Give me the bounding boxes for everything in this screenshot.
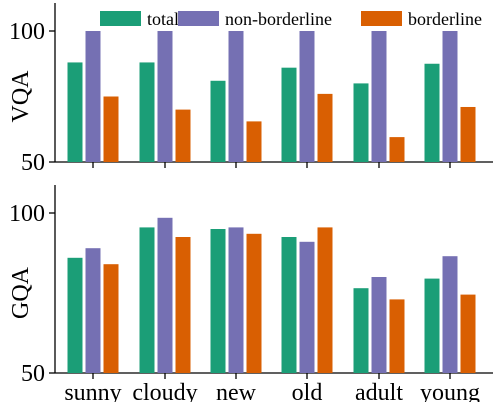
x-tick-label-cloudy: cloudy: [132, 380, 197, 402]
bar-total-old: [281, 67, 297, 162]
bar-borderline-new: [246, 233, 262, 373]
gqa-panel: 50 100 GQA sunny cloudy new old adult young: [8, 185, 493, 402]
bar-total-new: [210, 229, 226, 373]
bar-non-borderline-young: [442, 256, 458, 373]
bar-non-borderline-young: [442, 31, 458, 162]
y-tick-label: 100: [9, 19, 45, 45]
bar-borderline-cloudy: [175, 237, 191, 373]
bar-total-sunny: [67, 62, 83, 162]
bar-total-new: [210, 80, 226, 162]
bar-non-borderline-new: [228, 31, 244, 162]
y-axis-label: GQA: [8, 266, 34, 319]
bar-total-sunny: [67, 257, 83, 373]
x-tick-label-new: new: [216, 380, 257, 402]
bar-total-young: [424, 278, 440, 373]
bar-non-borderline-cloudy: [157, 31, 173, 162]
bar-total-cloudy: [139, 62, 155, 162]
y-tick-label: 50: [21, 361, 45, 387]
bar-non-borderline-new: [228, 227, 244, 373]
bar-non-borderline-cloudy: [157, 217, 173, 373]
bar-non-borderline-adult: [371, 277, 387, 373]
bar-non-borderline-old: [299, 241, 315, 373]
bar-borderline-old: [317, 227, 333, 373]
bar-borderline-cloudy: [175, 109, 191, 162]
legend-swatch-non-borderline: [178, 11, 219, 26]
legend-label-total: total: [147, 9, 179, 29]
bar-borderline-sunny: [103, 96, 119, 162]
vqa-panel: 50 100 VQA: [8, 3, 493, 176]
bar-total-adult: [353, 83, 369, 162]
legend-swatch-borderline: [361, 11, 402, 26]
bar-non-borderline-adult: [371, 31, 387, 162]
bar-borderline-adult: [389, 137, 405, 162]
bar-borderline-sunny: [103, 264, 119, 373]
x-tick-label-young: young: [420, 380, 480, 402]
bar-non-borderline-sunny: [85, 31, 101, 162]
legend-label-non-borderline: non-borderline: [225, 9, 332, 29]
x-tick-label-adult: adult: [355, 380, 403, 402]
y-axis-label: VQA: [8, 70, 34, 123]
bar-borderline-young: [460, 294, 476, 373]
bar-borderline-young: [460, 106, 476, 162]
legend-swatch-total: [100, 11, 141, 26]
y-tick-label: 50: [21, 150, 45, 176]
bar-total-cloudy: [139, 227, 155, 373]
x-tick-label-sunny: sunny: [64, 380, 121, 402]
bar-non-borderline-sunny: [85, 248, 101, 373]
bar-borderline-old: [317, 93, 333, 162]
y-tick-label: 100: [9, 201, 45, 227]
bar-non-borderline-old: [299, 31, 315, 162]
bar-borderline-adult: [389, 299, 405, 373]
legend-label-borderline: borderline: [408, 9, 482, 29]
bar-total-old: [281, 237, 297, 373]
x-tick-label-old: old: [292, 380, 323, 402]
bar-total-adult: [353, 288, 369, 373]
legend: total non-borderline borderline: [100, 9, 482, 29]
bar-borderline-new: [246, 121, 262, 162]
bar-total-young: [424, 63, 440, 162]
